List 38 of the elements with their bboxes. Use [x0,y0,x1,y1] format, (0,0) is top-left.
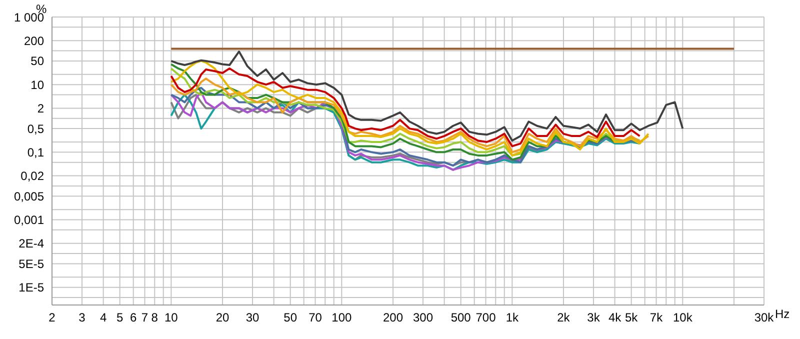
x-tick-label: 2k [557,310,571,325]
x-tick-label: 200 [382,310,404,325]
x-tick-label: 1k [506,310,520,325]
y-tick-label: 0,001 [14,213,44,228]
x-tick-label: 7 [141,310,148,325]
x-tick-label: 5 [116,310,124,325]
x-tick-label: 300 [412,310,434,325]
x-tick-label: 10k [672,310,694,325]
x-tick-label: 70 [308,310,322,325]
x-tick-label: 4 [100,310,107,325]
y-tick-label: 0,5 [27,122,44,136]
x-tick-label: 5k [624,310,639,325]
x-axis-title: Hz [775,307,790,321]
x-tick-label: 100 [332,310,352,325]
x-tick-label: 20 [216,310,230,325]
y-tick-label: 50 [30,54,44,68]
x-tick-label: 700 [476,310,496,325]
x-tick-label: 30k [754,310,775,325]
x-tick-label: 7k [650,310,664,325]
y-tick-label: 0,005 [14,189,44,204]
x-tick-label: 3 [78,310,86,325]
x-tick-label: 500 [450,310,472,325]
x-tick-label: 30 [246,310,260,325]
y-tick-label: 5E-5 [18,256,44,271]
x-tick-label: 10 [164,310,178,325]
x-tick-label: 50 [284,310,298,325]
y-tick-label: 200 [24,34,44,48]
y-tick-label: 2E-4 [18,236,44,251]
x-tick-label: 8 [151,310,158,325]
y-tick-label: 2 [37,101,44,116]
x-tick-label: 6 [130,310,138,325]
x-tick-label: 3k [587,310,601,325]
x-tick-label: 4k [608,310,622,325]
y-tick-label: 1E-5 [18,280,44,295]
y-tick-label: 10 [30,78,44,92]
x-tick-label: 2 [48,310,56,325]
y-tick-label: 0,02 [20,169,44,184]
y-tick-label: 0,1 [27,145,44,160]
